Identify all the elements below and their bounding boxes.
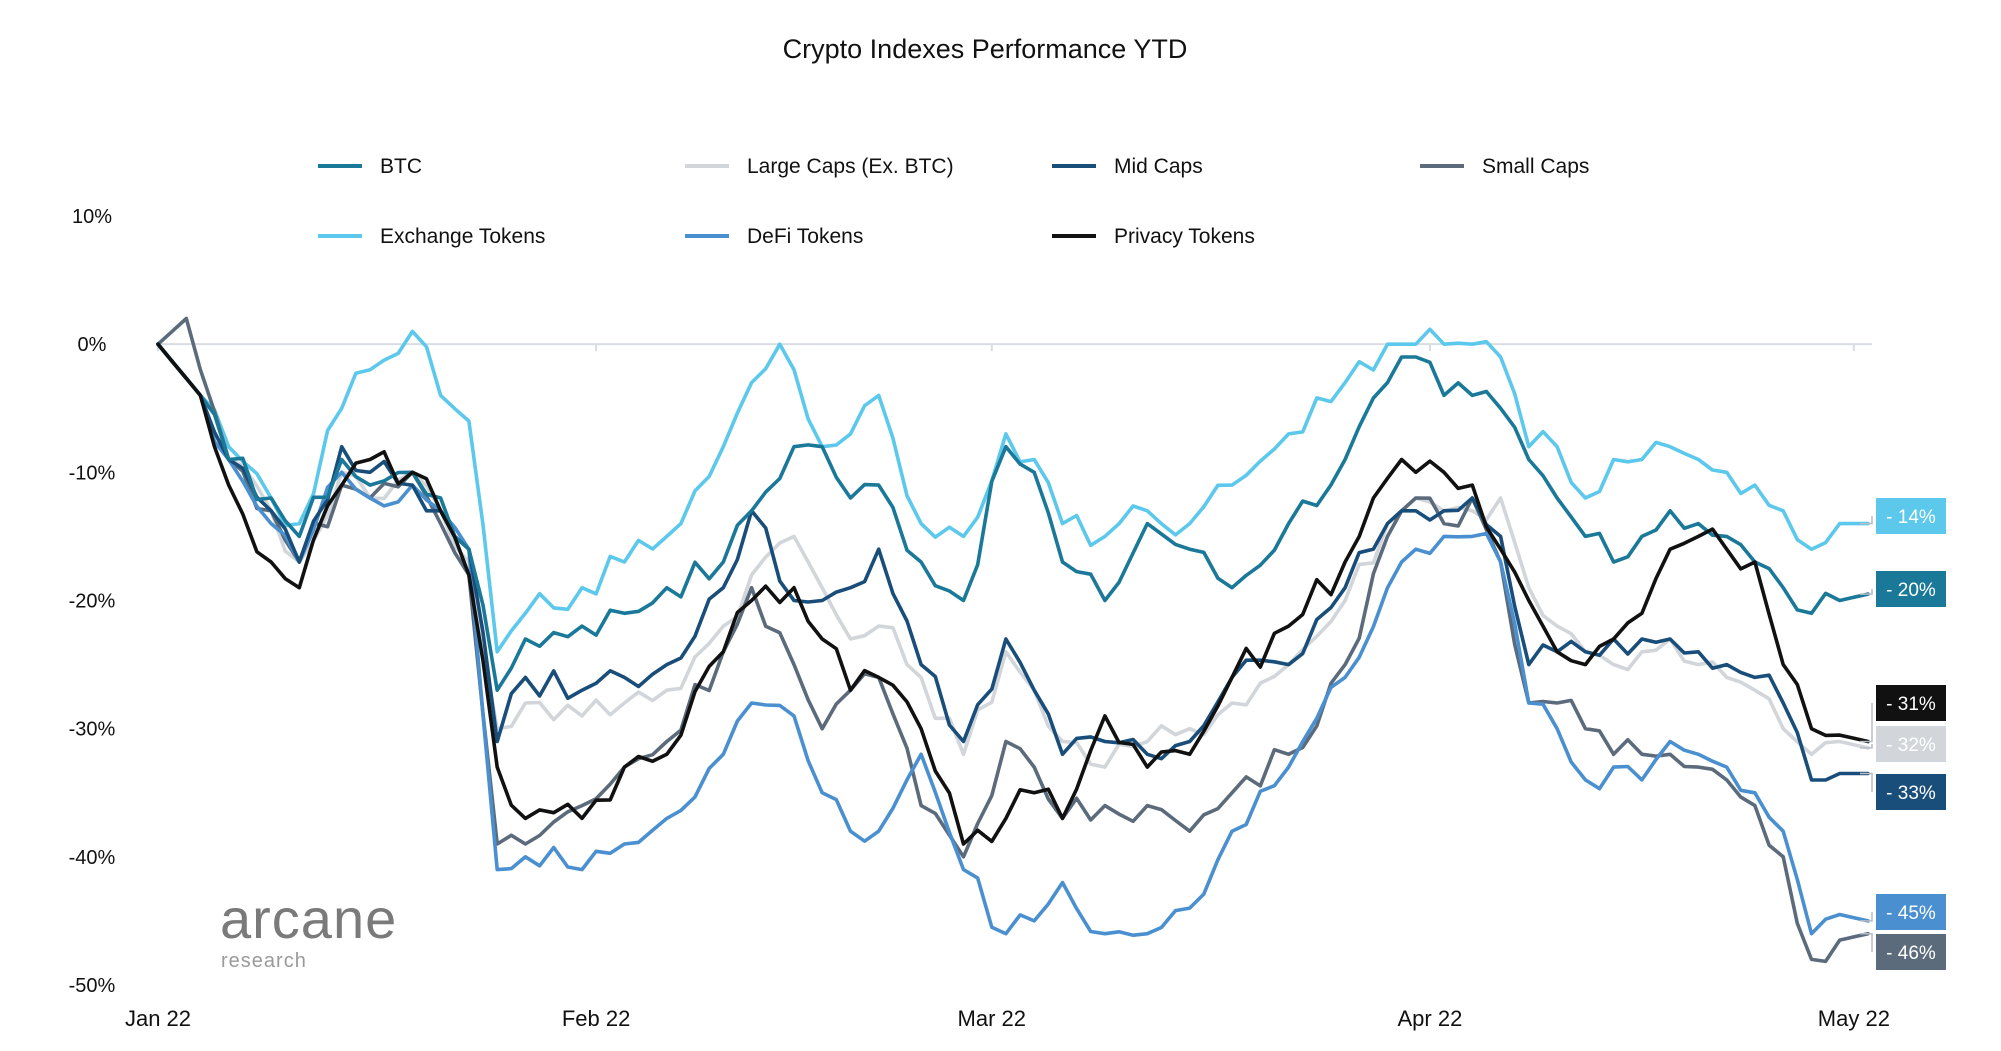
end-label-connector [1860,589,1873,595]
x-tick-label: Apr 22 [1397,1006,1462,1031]
x-tick-label: May 22 [1818,1006,1890,1031]
end-label-badge-small-caps [1876,934,1946,970]
end-label-text-defi-tokens: - 45% [1886,903,1936,924]
end-label-text-large-caps-ex-btc: - 32% [1886,735,1936,756]
series-line-privacy-tokens [156,342,1870,846]
end-label-connector [1860,516,1873,525]
y-tick-label: 10% [72,206,112,228]
end-label-badge-defi-tokens [1876,894,1946,930]
end-label-badge-btc [1876,571,1946,607]
series-line-small-caps [156,316,1870,964]
y-tick-label: -30% [69,719,116,741]
series-line-mid-caps [156,342,1870,782]
arcane-logo: arcane research [220,887,397,972]
end-label-badge-privacy-tokens [1876,685,1946,721]
logo-sub-text: research [221,950,307,972]
end-label-connector [1860,744,1873,749]
y-tick-label: -20% [69,591,116,613]
end-label-text-mid-caps: - 33% [1886,783,1936,804]
end-label-badge-mid-caps [1876,774,1946,810]
x-tick-label: Feb 22 [562,1006,631,1031]
legend-label-mid-caps: Mid Caps [1114,155,1203,178]
end-label-text-small-caps: - 46% [1886,943,1936,964]
legend-label-defi-tokens: DeFi Tokens [747,225,863,248]
y-tick-label: -50% [69,975,116,997]
end-label-badge-exchange-tokens [1876,498,1946,534]
series-line-btc [156,342,1870,692]
x-tick-label: Jan 22 [125,1006,191,1031]
x-axis: Jan 22 Feb 22 Mar 22 Apr 22 May 22 [125,343,1890,1031]
chart-title: Crypto Indexes Performance YTD [783,34,1188,64]
end-label-connector [1860,703,1873,743]
x-tick-label: Mar 22 [958,1006,1026,1031]
legend-label-exchange-tokens: Exchange Tokens [380,225,545,248]
end-label-text-btc: - 20% [1886,580,1936,601]
series-group [156,316,1870,964]
legend-label-small-caps: Small Caps [1482,155,1589,178]
logo-main-text: arcane [220,887,397,950]
end-label-connector [1860,772,1873,792]
y-axis: 10% 0% -10% -20% -30% -40% -50% [69,206,116,997]
y-tick-label: 0% [78,334,107,356]
end-label-text-exchange-tokens: - 14% [1886,507,1936,528]
legend-label-btc: BTC [380,155,422,178]
end-label-badge-large-caps-ex-btc [1876,726,1946,762]
end-labels: - 20% - 32% - 33% - 46% - 14% - 45% - 31% [1860,498,1946,970]
series-line-exchange-tokens [156,327,1870,654]
y-tick-label: -10% [69,462,116,484]
legend-label-privacy-tokens: Privacy Tokens [1114,225,1255,248]
end-label-connector [1860,932,1873,952]
end-label-text-privacy-tokens: - 31% [1886,694,1936,715]
legend-label-large-caps-ex-btc: Large Caps (Ex. BTC) [747,155,954,178]
legend: BTC Large Caps (Ex. BTC) Mid Caps Small Cap… [318,155,1589,248]
y-tick-label: -40% [69,847,116,869]
end-label-connector [1860,912,1873,922]
